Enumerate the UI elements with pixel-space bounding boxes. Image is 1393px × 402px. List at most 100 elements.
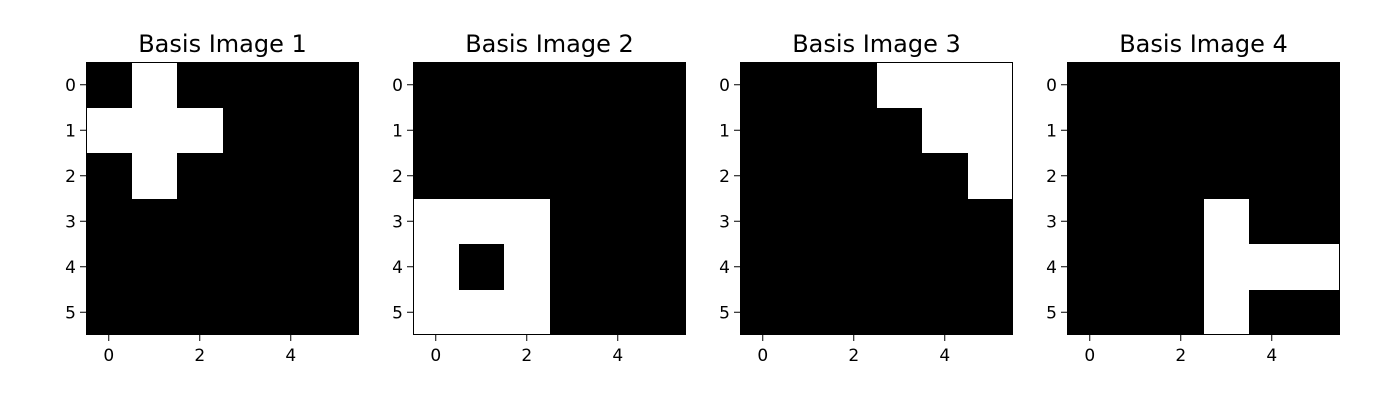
y-tick-label: 5 — [392, 303, 403, 323]
heatmap-cell-r3-c3 — [877, 199, 922, 244]
heatmap-cell-r2-c4 — [595, 153, 641, 199]
axes-frame — [413, 62, 686, 335]
heatmap-cell-r0-c0 — [413, 62, 459, 108]
heatmap-cell-r0-c1 — [786, 62, 831, 108]
heatmap-cell-r2-c3 — [877, 153, 922, 199]
heatmap-cell-r4-c3 — [223, 244, 268, 290]
heatmap-cell-r5-c0 — [413, 290, 459, 335]
heatmap-cell-r5-c1 — [132, 290, 177, 335]
heatmap-cell-r3-c1 — [786, 199, 831, 244]
subplot-title: Basis Image 4 — [1119, 30, 1288, 58]
heatmap-cell-r5-c0 — [1067, 290, 1113, 335]
heatmap-cell-r4-c0 — [86, 244, 132, 290]
y-tick-label: 2 — [1046, 167, 1057, 187]
heatmap-cell-r2-c1 — [459, 153, 504, 199]
heatmap-cell-r1-c4 — [1249, 108, 1295, 153]
heatmap-cell-r1-c4 — [595, 108, 641, 153]
heatmap-cell-r0-c0 — [1067, 62, 1113, 108]
heatmap-cell-r1-c3 — [877, 108, 922, 153]
heatmap-cell-r2-c0 — [86, 153, 132, 199]
heatmap-cell-r4-c1 — [786, 244, 831, 290]
heatmap-cell-r1-c1 — [1113, 108, 1158, 153]
heatmap-cell-r0-c2 — [831, 62, 877, 108]
heatmap-cell-r4-c1 — [459, 244, 504, 290]
y-tick-label: 0 — [719, 76, 730, 96]
heatmap-cell-r3-c1 — [132, 199, 177, 244]
y-tick-label: 3 — [65, 212, 76, 232]
heatmap-cell-r3-c4 — [922, 199, 968, 244]
heatmap-cell-r4-c3 — [550, 244, 595, 290]
heatmap-cell-r4-c4 — [268, 244, 314, 290]
heatmap-cell-r4-c4 — [1249, 244, 1295, 290]
heatmap-cell-r1-c5 — [641, 108, 686, 153]
subplot-3: Basis Image 3 0 1 2 3 4 5 0 2 4 — [719, 30, 1013, 366]
heatmap-cell-r3-c5 — [968, 199, 1013, 244]
x-tick-label: 0 — [103, 346, 114, 366]
heatmap-cell-r2-c1 — [786, 153, 831, 199]
y-tick-label: 0 — [65, 76, 76, 96]
heatmap-cell-r2-c0 — [413, 153, 459, 199]
heatmap-cell-r5-c2 — [177, 290, 223, 335]
heatmap-cell-r3-c5 — [314, 199, 359, 244]
heatmap-cell-r1-c0 — [86, 108, 132, 153]
y-tick-label: 4 — [65, 258, 76, 278]
axes-frame — [86, 62, 359, 335]
x-tick-label: 4 — [939, 346, 950, 366]
heatmap-cell-r5-c1 — [459, 290, 504, 335]
heatmap-cell-r5-c4 — [1249, 290, 1295, 335]
heatmap-cell-r1-c0 — [740, 108, 786, 153]
heatmap-cell-r3-c2 — [1158, 199, 1204, 244]
heatmap-cell-r2-c4 — [922, 153, 968, 199]
heatmap-cell-r3-c3 — [550, 199, 595, 244]
y-tick-label: 2 — [65, 167, 76, 187]
heatmap-cell-r5-c5 — [968, 290, 1013, 335]
heatmap-cell-r5-c0 — [86, 290, 132, 335]
heatmap-cell-r3-c4 — [268, 199, 314, 244]
heatmap-cell-r1-c4 — [268, 108, 314, 153]
heatmap-cell-r3-c0 — [1067, 199, 1113, 244]
heatmap-cell-r4-c2 — [177, 244, 223, 290]
heatmap-cell-r4-c0 — [413, 244, 459, 290]
heatmap-cell-r1-c0 — [413, 108, 459, 153]
heatmap-cell-r5-c5 — [641, 290, 686, 335]
heatmap-cell-r5-c3 — [550, 290, 595, 335]
y-tick-label: 3 — [392, 212, 403, 232]
subplot-4: Basis Image 4 0 1 2 3 4 5 0 2 4 — [1046, 30, 1340, 366]
x-tick-label: 2 — [194, 346, 205, 366]
heatmap-cell-r5-c4 — [922, 290, 968, 335]
x-tick-label: 2 — [848, 346, 859, 366]
heatmap-cell-r1-c1 — [132, 108, 177, 153]
heatmap-cell-r3-c1 — [1113, 199, 1158, 244]
heatmap-cell-r4-c4 — [595, 244, 641, 290]
y-tick-label: 2 — [392, 167, 403, 187]
heatmap-cell-r2-c2 — [504, 153, 550, 199]
heatmap-cell-r0-c2 — [177, 62, 223, 108]
heatmap-cell-r1-c3 — [550, 108, 595, 153]
heatmap-cell-r3-c0 — [86, 199, 132, 244]
heatmap-cell-r2-c5 — [968, 153, 1013, 199]
axes-frame — [740, 62, 1013, 335]
heatmap-cell-r1-c2 — [504, 108, 550, 153]
heatmap-cell-r1-c5 — [314, 108, 359, 153]
heatmap-cell-r5-c4 — [595, 290, 641, 335]
heatmap-cell-r3-c0 — [740, 199, 786, 244]
heatmap-cell-r2-c1 — [1113, 153, 1158, 199]
heatmap-cell-r0-c5 — [1295, 62, 1340, 108]
y-tick-label: 4 — [1046, 258, 1057, 278]
heatmap-cell-r1-c5 — [968, 108, 1013, 153]
y-tick-label: 3 — [1046, 212, 1057, 232]
heatmap-cell-r4-c4 — [922, 244, 968, 290]
heatmap-cell-r4-c2 — [1158, 244, 1204, 290]
heatmap-cell-r4-c5 — [314, 244, 359, 290]
heatmap-cell-r3-c5 — [641, 199, 686, 244]
heatmap-cell-r2-c5 — [641, 153, 686, 199]
heatmap-cell-r5-c2 — [831, 290, 877, 335]
heatmap-cell-r5-c2 — [1158, 290, 1204, 335]
heatmap-cell-r2-c2 — [177, 153, 223, 199]
y-tick-label: 5 — [1046, 303, 1057, 323]
heatmap-cell-r3-c2 — [504, 199, 550, 244]
x-tick-label: 0 — [430, 346, 441, 366]
heatmap-cell-r3-c0 — [413, 199, 459, 244]
heatmap-cell-r0-c2 — [504, 62, 550, 108]
